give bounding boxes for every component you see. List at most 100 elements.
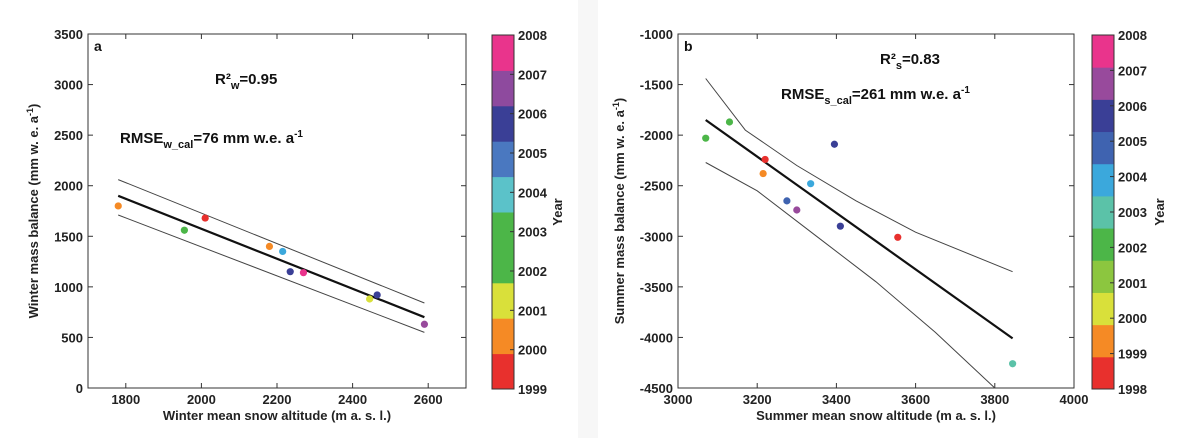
y-tick-label: -1000 xyxy=(640,27,673,42)
summer-chart: 3000 3200 3400 3600 3800 4000 -4500 -4000 -3500 -… xyxy=(611,27,1167,423)
data-point xyxy=(830,140,839,148)
colorbar-segment xyxy=(1092,163,1114,197)
chart-panel-a: 1800 2000 2200 2400 2600 0 500 1000 1500 2000 2500… xyxy=(0,0,578,438)
y-axis-label: Winter mass balance (mm w. e. a-1) xyxy=(25,104,41,319)
rmse-annotation: RMSEw_cal=76 mm w.e. a-1 xyxy=(120,129,303,151)
colorbar-segment xyxy=(1092,99,1114,133)
x-axis-label: Summer mean snow altitude (m a. s. l.) xyxy=(756,408,996,423)
data-point xyxy=(894,233,902,241)
regression-line xyxy=(117,194,425,319)
colorbar-label: 2007 xyxy=(518,67,547,82)
x-tick-label: 2200 xyxy=(263,392,292,407)
panel-label: b xyxy=(684,38,693,54)
confidence-upper-line xyxy=(118,179,425,304)
data-point xyxy=(366,295,374,303)
x-tick-label: 4000 xyxy=(1060,392,1089,407)
y-tick-label: -2000 xyxy=(640,128,673,143)
data-point xyxy=(286,268,294,276)
panel-label: a xyxy=(94,38,102,54)
x-tick-label: 3800 xyxy=(980,392,1009,407)
colorbar-label: 2003 xyxy=(518,225,547,240)
confidence-lower-line xyxy=(118,214,425,333)
rmse-annotation: RMSEs_cal=261 mm w.e. a-1 xyxy=(781,85,970,107)
colorbar-segment xyxy=(1092,67,1114,100)
colorbar-segment xyxy=(492,70,514,107)
x-tick-label: 3000 xyxy=(664,392,693,407)
colorbar-segment xyxy=(1092,292,1114,326)
confidence-lower-line xyxy=(705,162,996,389)
data-point xyxy=(201,214,209,222)
colorbar-label: 1998 xyxy=(1118,382,1147,397)
y-tick-label: 2500 xyxy=(54,128,83,143)
x-tick-label: 2600 xyxy=(414,392,443,407)
data-point xyxy=(793,206,801,214)
data-point xyxy=(702,134,710,142)
r2-annotation: R²s=0.83 xyxy=(880,51,940,72)
data-point xyxy=(114,202,122,210)
colorbar-segment xyxy=(492,141,514,178)
x-tick-label: 3400 xyxy=(822,392,851,407)
colorbar-label: 2004 xyxy=(518,185,548,200)
x-tick-label: 1800 xyxy=(111,392,140,407)
colorbar-label: 2001 xyxy=(1118,276,1147,291)
colorbar-segment xyxy=(1092,35,1114,68)
y-tick-label: -4500 xyxy=(640,381,673,396)
x-axis-label: Winter mean snow altitude (m a. s. l.) xyxy=(163,408,391,423)
colorbar-title: Year xyxy=(550,198,565,225)
data-point xyxy=(783,197,791,205)
regression-line xyxy=(705,119,1014,340)
confidence-upper-line xyxy=(705,78,1013,273)
y-tick-label: 1500 xyxy=(54,229,83,244)
colorbar-segment xyxy=(492,176,514,213)
winter-chart: 1800 2000 2200 2400 2600 0 500 1000 1500 2000 2500… xyxy=(25,27,565,423)
data-point xyxy=(761,155,769,164)
colorbar-label: 2000 xyxy=(1118,311,1147,326)
colorbar-label: 2002 xyxy=(1118,240,1147,255)
colorbar-label: 2006 xyxy=(1118,99,1147,114)
colorbar-label: 2001 xyxy=(518,303,547,318)
colorbar-label: 2008 xyxy=(518,28,547,43)
y-tick-label: 3500 xyxy=(54,27,83,42)
y-tick-label: 3000 xyxy=(54,78,83,93)
colorbar-segment xyxy=(492,212,514,248)
colorbar-segment xyxy=(1092,195,1114,229)
y-tick-label: 2000 xyxy=(54,179,83,194)
colorbar-frame xyxy=(491,34,515,390)
data-point xyxy=(373,291,381,299)
data-point xyxy=(180,226,188,234)
colorbar-segment xyxy=(492,35,514,71)
data-point xyxy=(725,118,734,126)
x-tick-label: 2400 xyxy=(338,392,367,407)
colorbar-label: 2000 xyxy=(518,343,547,358)
y-tick-label: -4000 xyxy=(640,330,673,345)
data-point xyxy=(299,269,308,277)
colorbar-title: Year xyxy=(1152,198,1167,225)
data-point xyxy=(1009,360,1017,368)
colorbar-segment xyxy=(492,353,514,390)
colorbar-label: 1999 xyxy=(518,382,547,397)
data-point xyxy=(279,247,287,256)
y-tick-label: 1000 xyxy=(54,280,83,295)
r2-annotation: R²w=0.95 xyxy=(215,71,277,92)
colorbar-segment xyxy=(1092,260,1114,293)
x-tick-label: 3600 xyxy=(901,392,930,407)
y-tick-label: -3000 xyxy=(640,229,673,244)
colorbar-segment xyxy=(492,247,514,284)
y-tick-label: 500 xyxy=(61,330,83,345)
colorbar-segment xyxy=(1092,228,1114,261)
colorbar-label: 2004 xyxy=(1118,170,1148,185)
data-point xyxy=(759,169,767,178)
colorbar-segment xyxy=(1092,356,1114,390)
y-tick-label: -2500 xyxy=(640,179,673,194)
data-point xyxy=(836,222,844,230)
chart-panel-b: 3000 3200 3400 3600 3800 4000 -4500 -4000 -3500 -… xyxy=(598,0,1177,438)
colorbar-label: 1999 xyxy=(1118,347,1147,362)
colorbar-label: 2002 xyxy=(518,264,547,279)
y-tick-label: -3500 xyxy=(640,280,673,295)
colorbar-segment xyxy=(1092,131,1114,165)
data-point xyxy=(265,242,274,250)
plot-area xyxy=(87,33,467,389)
colorbar-segment xyxy=(492,318,514,355)
x-tick-label: 2000 xyxy=(187,392,216,407)
colorbar-label: 2007 xyxy=(1118,63,1147,78)
